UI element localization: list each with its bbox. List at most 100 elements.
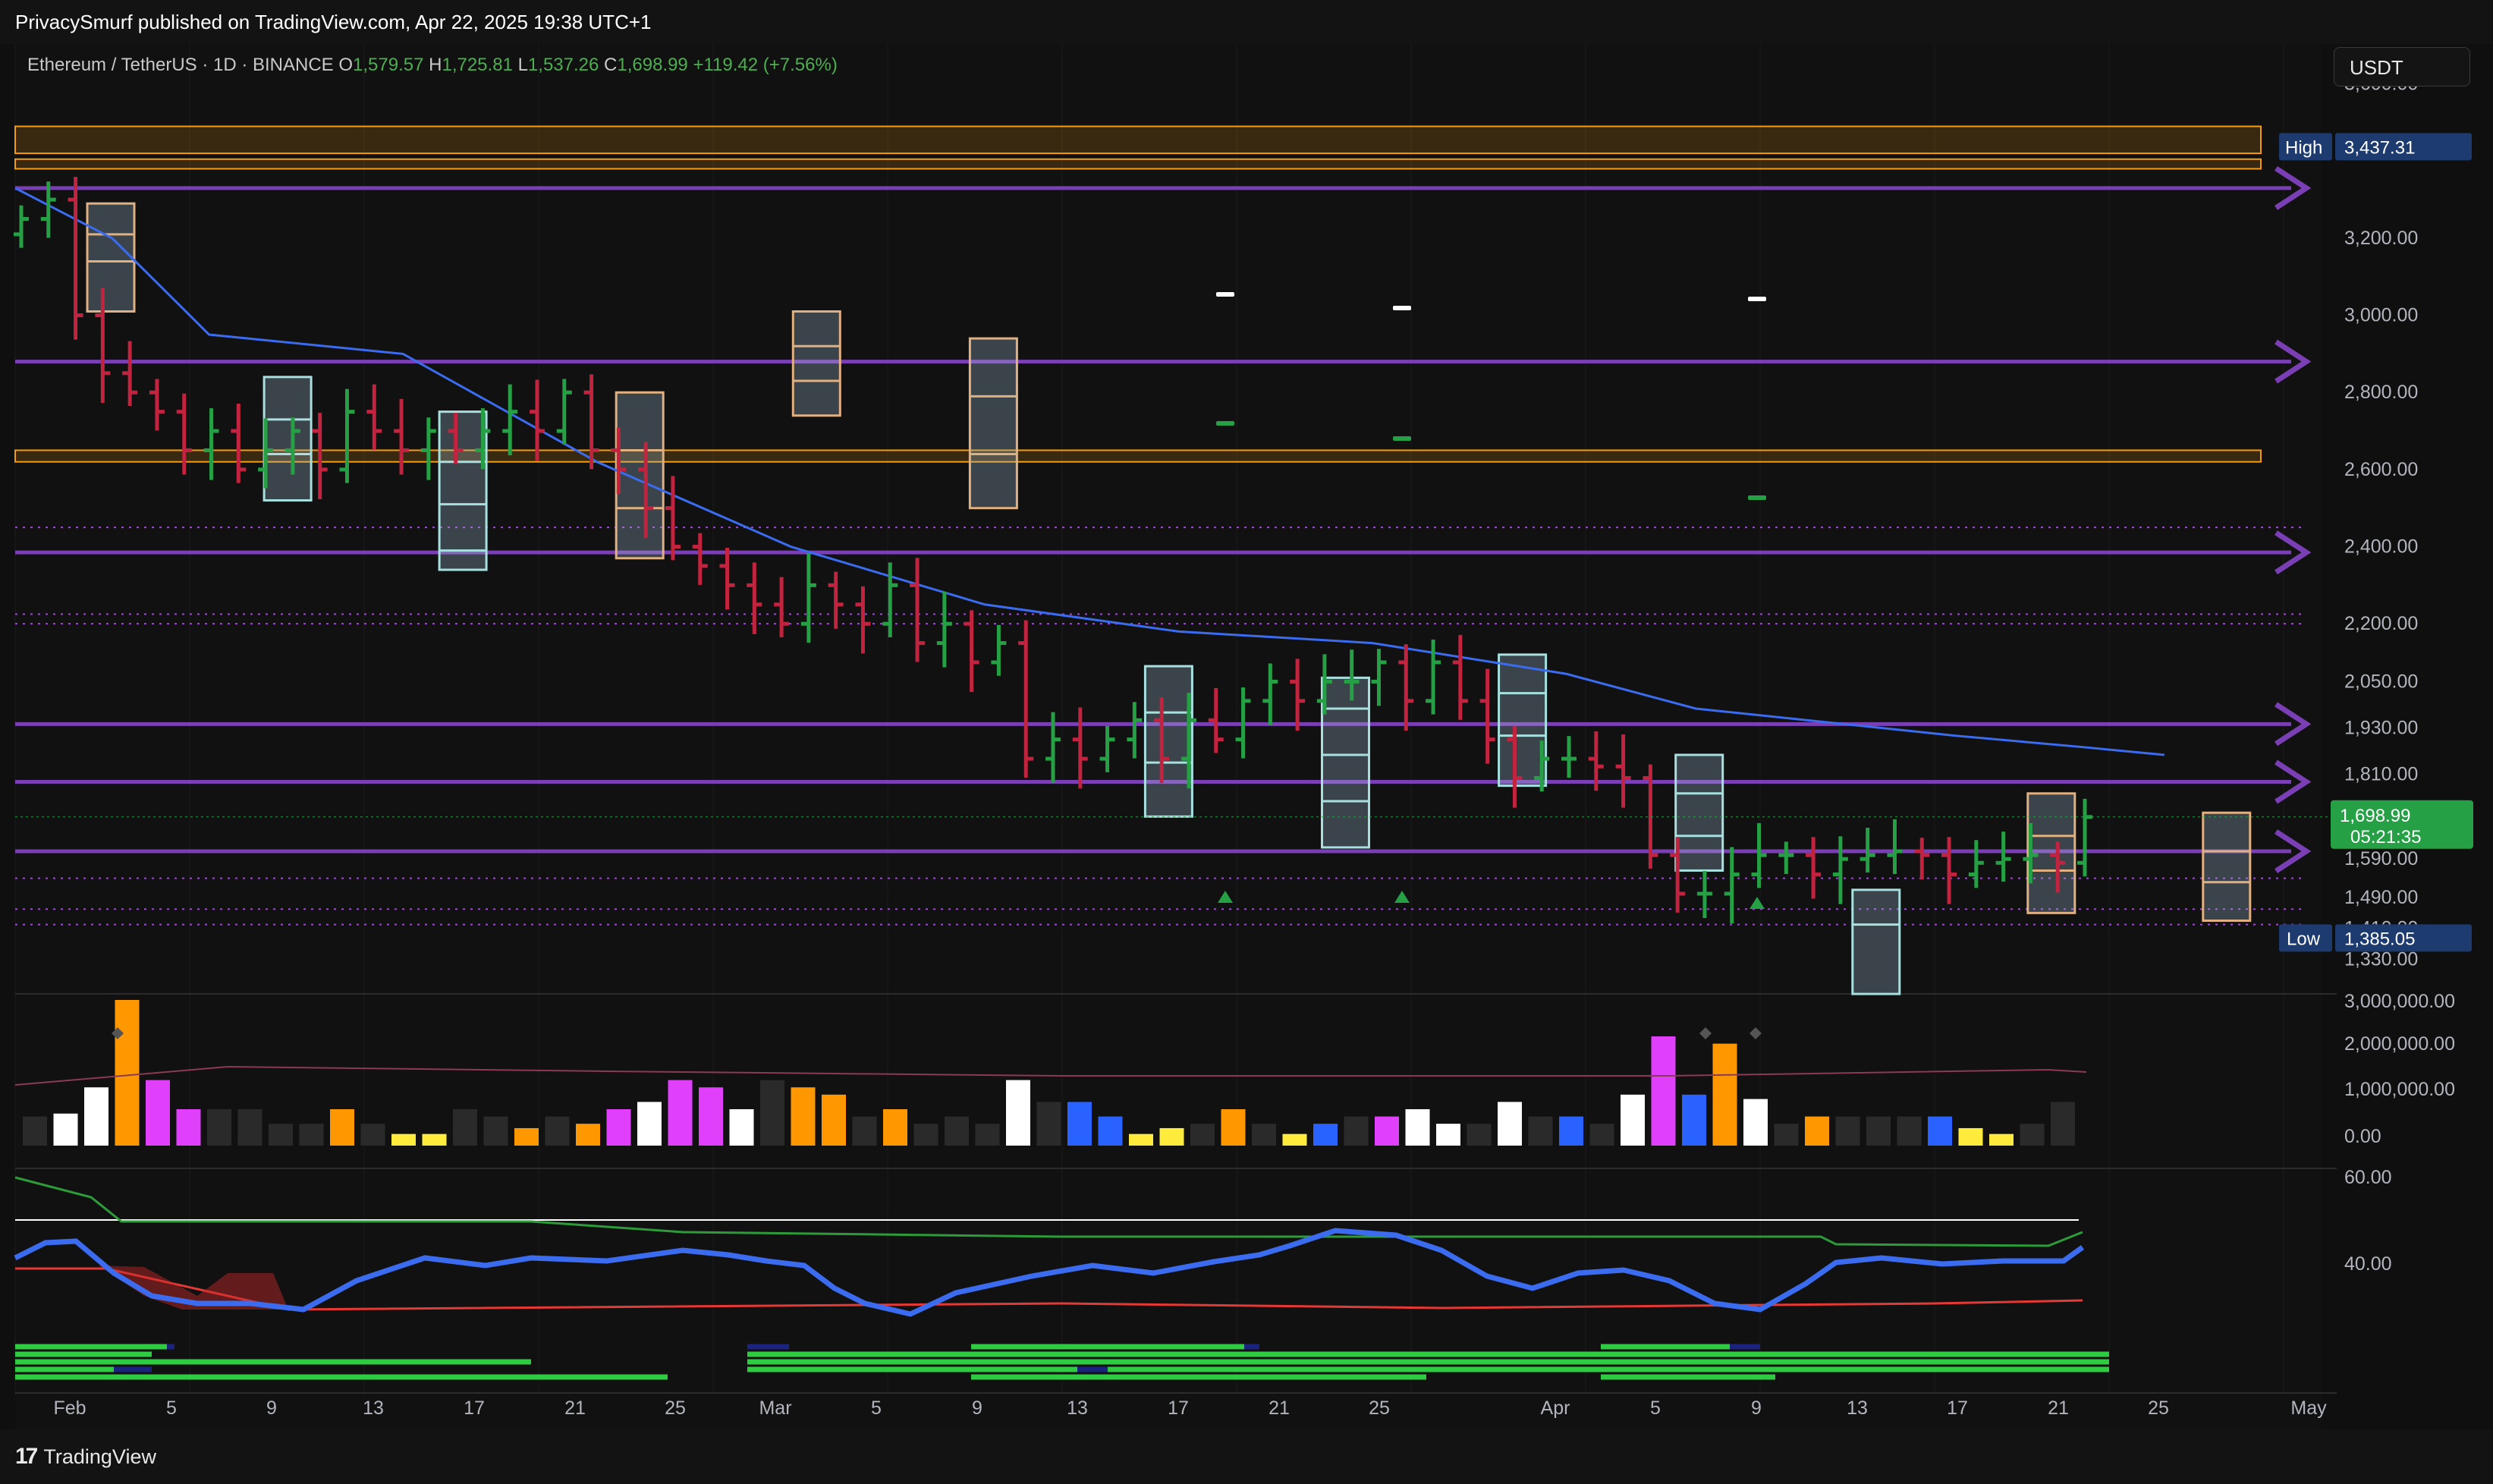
- volume-bar: [1067, 1102, 1092, 1146]
- signal-mark: [1393, 436, 1411, 441]
- range-box: [1143, 665, 1193, 818]
- volume-bar: [1805, 1116, 1829, 1146]
- volume-bar: [1036, 1102, 1061, 1146]
- tradingview-logo-icon: 17: [15, 1444, 38, 1469]
- volume-bar: [637, 1102, 662, 1146]
- ohlc-bars: [14, 177, 2092, 924]
- price-tick-label: 2,800.00: [2344, 382, 2418, 403]
- pivot-diamond-icon: [112, 1027, 124, 1039]
- time-tick-label: 13: [363, 1398, 384, 1419]
- volume-ma-line: [14, 1065, 2087, 1086]
- volume-bar: [945, 1116, 969, 1146]
- volume-bar: [1006, 1080, 1030, 1146]
- time-tick-label: 9: [266, 1398, 277, 1419]
- volume-bar: [729, 1109, 754, 1146]
- volume-bar: [668, 1080, 693, 1146]
- volume-bar: [391, 1133, 416, 1146]
- supply-zone: [14, 158, 2262, 170]
- last-price-box: [2331, 800, 2473, 849]
- volume-bar: [483, 1116, 508, 1146]
- time-tick-label: 17: [1168, 1398, 1189, 1419]
- price-chart[interactable]: 3,600.003,200.003,000.002,800.002,600.00…: [0, 44, 2493, 1429]
- volume-bar: [53, 1113, 78, 1146]
- buy-triangle-icon: [1750, 897, 1765, 909]
- volume-bar: [545, 1116, 570, 1146]
- volume-bar: [514, 1127, 539, 1146]
- price-tick-label: 1,490.00: [2344, 887, 2418, 908]
- close-label: C: [604, 55, 618, 75]
- volume-bar: [2051, 1102, 2075, 1146]
- time-tick-label: 5: [1650, 1398, 1661, 1419]
- time-tick-label: 5: [871, 1398, 882, 1419]
- volume-tick-label: 3,000,000.00: [2344, 991, 2455, 1012]
- volume-bar: [269, 1124, 293, 1146]
- level-chevron-icon: [2275, 530, 2312, 575]
- change-value: +119.42 (+7.56%): [693, 55, 838, 75]
- signal-marks: [1216, 292, 1766, 909]
- volume-bar: [115, 1000, 140, 1146]
- price-tick-label: 2,050.00: [2344, 671, 2418, 692]
- buy-triangle-icon: [1394, 891, 1410, 903]
- buy-triangle-icon: [1218, 891, 1233, 903]
- range-box: [968, 337, 1018, 510]
- time-tick-label: 25: [2148, 1398, 2169, 1419]
- volume-bar: [1282, 1133, 1307, 1146]
- range-box: [1851, 888, 1901, 995]
- volume-bar: [1313, 1124, 1338, 1146]
- range-box: [1674, 753, 1724, 872]
- volume-bar: [975, 1124, 1000, 1146]
- range-boxes: [86, 202, 2252, 995]
- volume-bar: [360, 1124, 385, 1146]
- high-value-box: [2335, 133, 2472, 161]
- symbol-name: Ethereum / TetherUS · 1D · BINANCE: [27, 55, 334, 75]
- publisher-text: PrivacySmurf published on TradingView.co…: [15, 11, 652, 33]
- last-price-value: 1,698.99: [2340, 806, 2410, 826]
- volume-bar: [299, 1124, 324, 1146]
- open-label: O: [338, 55, 354, 75]
- volume-bar: [1589, 1124, 1614, 1146]
- time-tick-label: 21: [564, 1398, 586, 1419]
- volume-tick-label: 1,000,000.00: [2344, 1079, 2455, 1100]
- signal-mark: [1748, 495, 1766, 500]
- low-label-box: [2279, 924, 2332, 952]
- volume-bar: [1651, 1036, 1676, 1146]
- ema-line: [14, 187, 2165, 756]
- volume-bar: [84, 1087, 108, 1146]
- signal-mark: [1748, 297, 1766, 301]
- volume-bar: [330, 1109, 354, 1146]
- low-value: 1,537.26: [527, 55, 599, 75]
- time-tick-label: 13: [1067, 1398, 1088, 1419]
- price-tick-label: 3,000.00: [2344, 305, 2418, 326]
- currency-selector[interactable]: USDT: [2334, 47, 2470, 86]
- high-label-box: [2279, 133, 2332, 161]
- volume-bar: [822, 1094, 846, 1146]
- trend-strips: [15, 1344, 2109, 1380]
- price-tick-label: 1,590.00: [2344, 848, 2418, 869]
- grid: [14, 44, 2337, 1429]
- volume-bar: [1559, 1116, 1583, 1146]
- ema-series-line: [14, 187, 2165, 756]
- supply-zone: [14, 449, 2262, 463]
- volume-bar: [1252, 1124, 1276, 1146]
- price-tick-label: 3,200.00: [2344, 228, 2418, 249]
- volume-bar: [852, 1116, 877, 1146]
- volume-bar: [1528, 1116, 1553, 1146]
- price-axis: 3,600.003,200.003,000.002,800.002,600.00…: [15, 74, 2473, 1275]
- time-tick-label: 9: [972, 1398, 982, 1419]
- volume-bar: [2020, 1124, 2045, 1146]
- signal-mark: [1216, 421, 1234, 426]
- volume-bar: [1467, 1124, 1492, 1146]
- volume-bar: [1375, 1116, 1399, 1146]
- time-tick-label: 9: [1751, 1398, 1762, 1419]
- range-box: [263, 376, 313, 502]
- low-label: L: [517, 55, 528, 75]
- footer: 17 TradingView: [0, 1429, 2493, 1484]
- volume-bar: [1098, 1116, 1123, 1146]
- volume-bar: [1866, 1116, 1891, 1146]
- oscillator-main-line: [14, 1228, 2085, 1317]
- price-tick-label: 2,400.00: [2344, 536, 2418, 558]
- supply-zones: [14, 125, 2262, 463]
- time-tick-label: 17: [464, 1398, 485, 1419]
- volume-bar: [1743, 1099, 1768, 1146]
- range-box: [2026, 792, 2076, 914]
